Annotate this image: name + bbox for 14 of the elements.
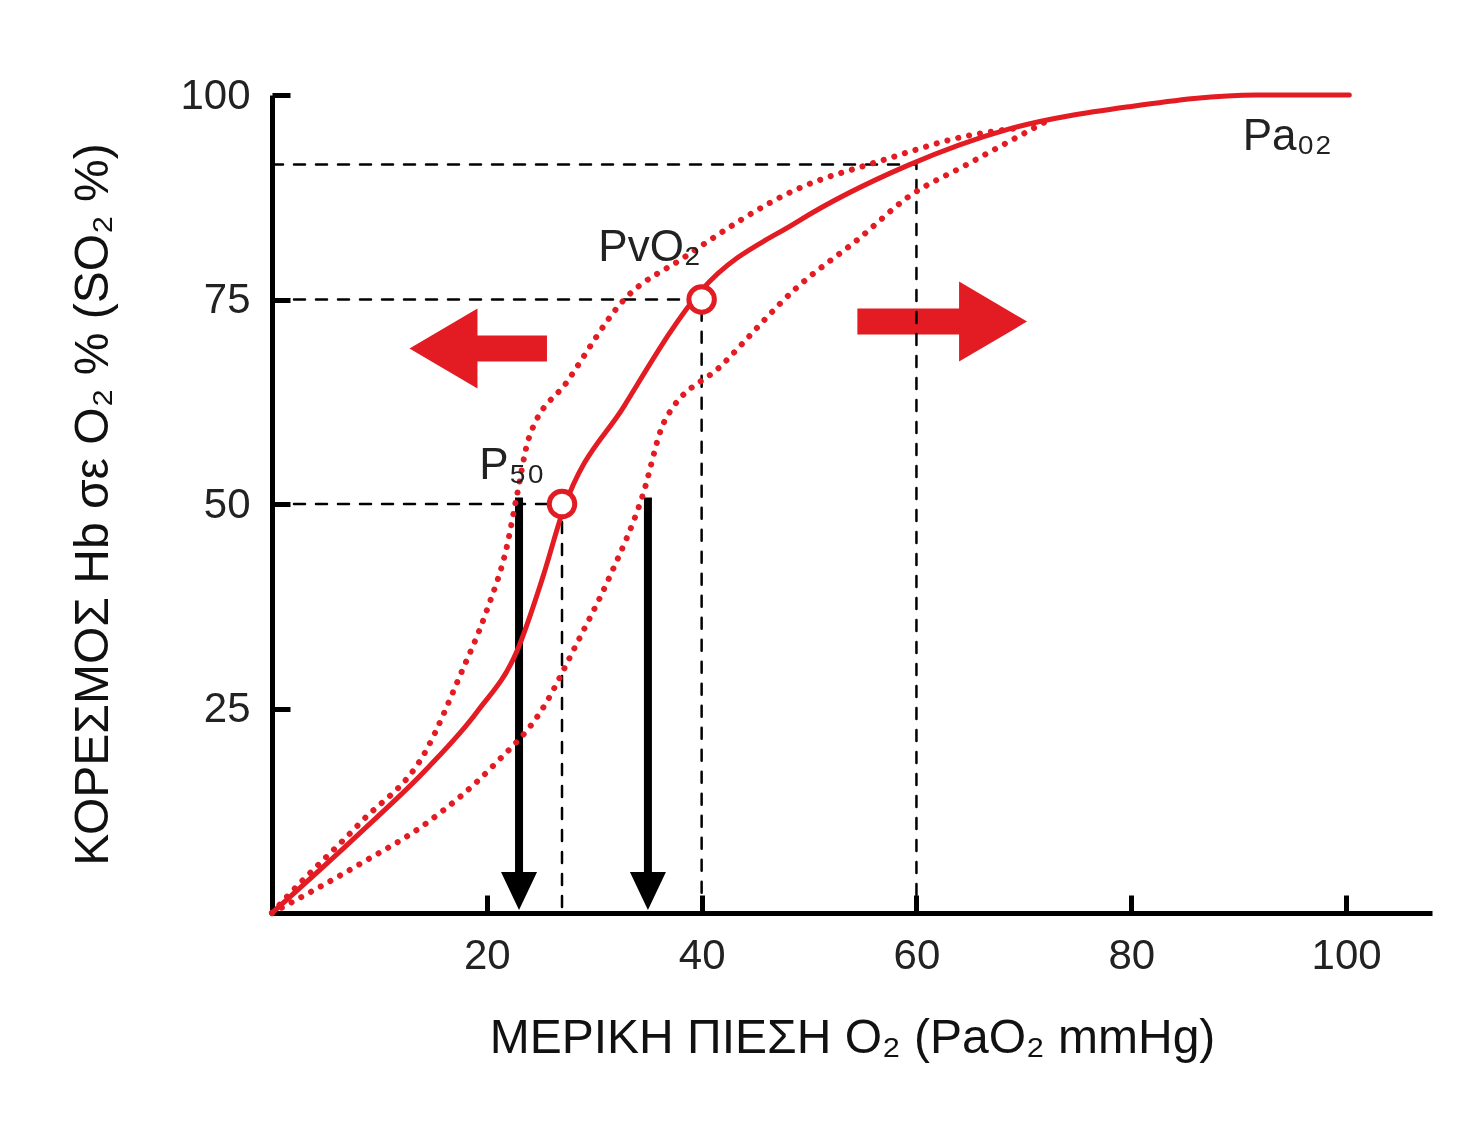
x-tick-label: 20 [463, 930, 511, 978]
y-axis-title: ΚΟΡΕΣΜΟΣ Hb σε O₂ % (SO₂ %) [65, 143, 119, 866]
x-tick-label: 60 [893, 930, 941, 978]
y-tick-label: 75 [203, 275, 251, 322]
y-tick-label: 100 [180, 70, 251, 118]
x-tick-label: 100 [1311, 930, 1382, 978]
annotation: PvO₂ [598, 220, 701, 270]
y-tick-label: 25 [203, 684, 251, 731]
x-tick-label: 80 [1108, 930, 1156, 978]
x-tick-label: 40 [678, 930, 726, 978]
y-tick-label: 50 [203, 479, 251, 527]
annotation: Pa₀₂ [1242, 110, 1332, 159]
x-axis-title: ΜΕΡΙΚΗ ΠΙΕΣΗ O₂ (PaO₂ mmHg) [489, 1009, 1216, 1063]
annotation: P₅₀ [479, 439, 545, 488]
